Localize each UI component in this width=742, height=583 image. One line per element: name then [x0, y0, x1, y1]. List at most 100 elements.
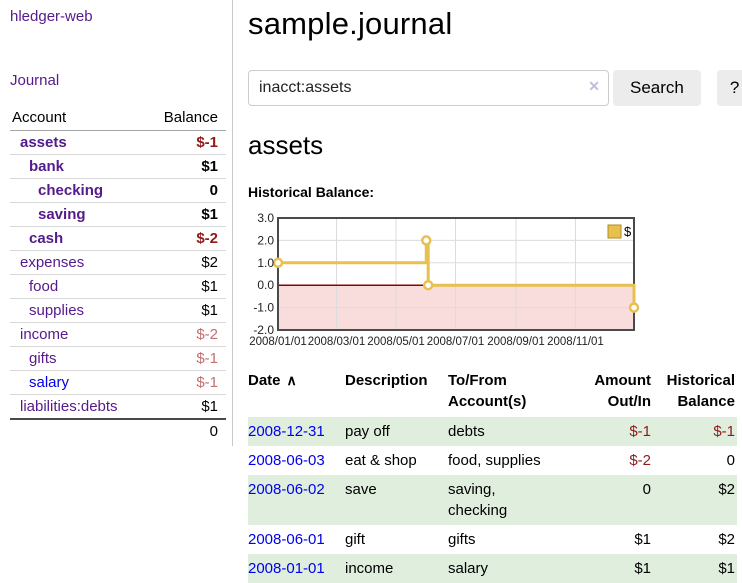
transaction-balance: 0	[726, 452, 735, 469]
account-link[interactable]: bank	[29, 158, 65, 175]
account-cell: cash	[10, 226, 146, 251]
register-column-header-historical: Historical Balance	[651, 370, 737, 417]
account-link[interactable]: liabilities:debts	[20, 398, 118, 415]
account-row: expenses $2	[10, 250, 226, 275]
register-column-header-date[interactable]: Date ∧	[248, 370, 345, 417]
total-spacer	[10, 418, 146, 443]
account-link[interactable]: checking	[38, 182, 104, 199]
account-balance: $1	[145, 394, 226, 419]
account-cell: food	[10, 274, 146, 299]
account-cell: liabilities:debts	[10, 394, 146, 419]
account-balance: $-2	[145, 322, 226, 347]
account-row: salary $-1	[10, 370, 226, 395]
account-link[interactable]: saving	[38, 206, 86, 223]
search-button[interactable]: Search	[613, 70, 701, 106]
journal-link[interactable]: Journal	[10, 72, 60, 89]
register-column-header-tofrom: To/From Account(s)	[448, 370, 571, 417]
register-column-header-description: Description	[345, 370, 448, 417]
legend-swatch-icon	[607, 224, 622, 239]
transaction-date-link[interactable]: 2008-06-03	[248, 452, 325, 469]
y-axis-tick-label: 1.0	[257, 256, 274, 270]
account-row: gifts $-1	[10, 346, 226, 371]
chart-data-point	[422, 279, 434, 291]
search-input[interactable]	[248, 70, 609, 106]
page-title: sample.journal	[248, 6, 453, 41]
account-balance: $-2	[145, 226, 226, 251]
account-link[interactable]: gifts	[29, 350, 57, 367]
account-cell: gifts	[10, 346, 146, 371]
account-link[interactable]: salary	[29, 374, 70, 391]
column-header-label: To/From Account(s)	[448, 372, 527, 410]
account-link[interactable]: income	[20, 326, 69, 343]
column-header-label: Description	[345, 372, 428, 389]
transaction-accounts: food, supplies	[448, 452, 541, 469]
y-axis-tick-label: -2.0	[253, 323, 274, 337]
account-link[interactable]: assets	[20, 134, 67, 151]
transaction-accounts: saving, checking	[448, 481, 508, 519]
chart-title: Historical Balance:	[248, 184, 375, 200]
account-balance: $1	[145, 202, 226, 227]
account-link[interactable]: expenses	[20, 254, 85, 271]
transaction-row: 2008-06-02 save saving, checking 0 $2	[248, 475, 737, 525]
transaction-date-link[interactable]: 2008-06-02	[248, 481, 325, 498]
x-axis-tick-label: 2008/05/01	[367, 336, 425, 348]
account-column-header: Account	[10, 106, 146, 131]
chart-data-point	[421, 235, 432, 246]
chart-data-point	[272, 257, 284, 269]
transaction-date-link[interactable]: 2008-06-01	[248, 531, 325, 548]
total-balance: 0	[145, 418, 226, 443]
transaction-description: gift	[345, 531, 366, 548]
transaction-date-cell: 2008-01-01	[248, 554, 345, 583]
transaction-balance: $2	[718, 531, 735, 548]
account-heading: assets	[248, 130, 324, 160]
column-header-label: Historical Balance	[666, 372, 735, 410]
x-axis-tick-label: 2008/03/01	[308, 336, 366, 348]
transaction-date-link[interactable]: 2008-12-31	[248, 423, 325, 440]
transaction-row: 2008-01-01 income salary $1 $1	[248, 554, 737, 583]
sidebar: hledger-web Journal Account Balance asse…	[0, 0, 233, 446]
account-balance: $-1	[196, 134, 218, 151]
account-balance: $1	[145, 274, 226, 299]
app-title-link[interactable]: hledger-web	[10, 8, 93, 25]
account-row: assets $-1	[10, 131, 226, 155]
chart-data-point	[628, 302, 640, 313]
help-button[interactable]: ?	[716, 70, 742, 106]
transaction-accounts: salary	[448, 560, 489, 577]
transaction-date-cell: 2008-06-02	[248, 475, 345, 525]
y-axis-tick-label: 3.0	[257, 211, 274, 225]
transaction-amount: 0	[642, 481, 651, 498]
y-axis-tick-label: 2.0	[257, 233, 274, 247]
y-axis-tick-label: -1.0	[253, 301, 274, 315]
account-cell: supplies	[10, 298, 146, 323]
x-axis-tick-label: 2008/09/01	[487, 336, 545, 348]
transaction-accounts: debts	[448, 423, 485, 440]
account-cell: income	[10, 322, 146, 347]
clear-search-icon[interactable]: ✕	[588, 78, 600, 94]
account-row: liabilities:debts $1	[10, 394, 226, 419]
register-column-header-amount: Amount Out/In	[571, 370, 651, 417]
search-input-wrap: ✕	[248, 70, 609, 106]
account-balance: $-1	[145, 346, 226, 371]
search-bar: ✕ Search ?	[248, 70, 742, 106]
account-link[interactable]: cash	[29, 230, 64, 247]
legend-label: $	[624, 224, 632, 239]
transaction-amount: $-1	[629, 423, 651, 440]
transaction-amount: $1	[634, 560, 651, 577]
transaction-date-link[interactable]: 2008-01-01	[248, 560, 325, 577]
account-cell: salary	[10, 370, 146, 395]
account-link[interactable]: supplies	[29, 302, 85, 319]
transaction-amount: $-2	[629, 452, 651, 469]
account-cell: assets	[10, 131, 145, 155]
account-balance: $1	[145, 298, 226, 323]
column-header-label: Amount Out/In	[594, 372, 651, 410]
account-row: cash $-2	[10, 226, 226, 251]
transaction-description: save	[345, 481, 377, 498]
account-row: checking 0	[10, 178, 226, 203]
transaction-date-cell: 2008-12-31	[248, 417, 345, 446]
account-row: food $1	[10, 274, 226, 299]
account-row: bank $1	[10, 154, 226, 179]
account-link[interactable]: food	[29, 278, 59, 295]
account-cell: expenses	[10, 250, 146, 275]
